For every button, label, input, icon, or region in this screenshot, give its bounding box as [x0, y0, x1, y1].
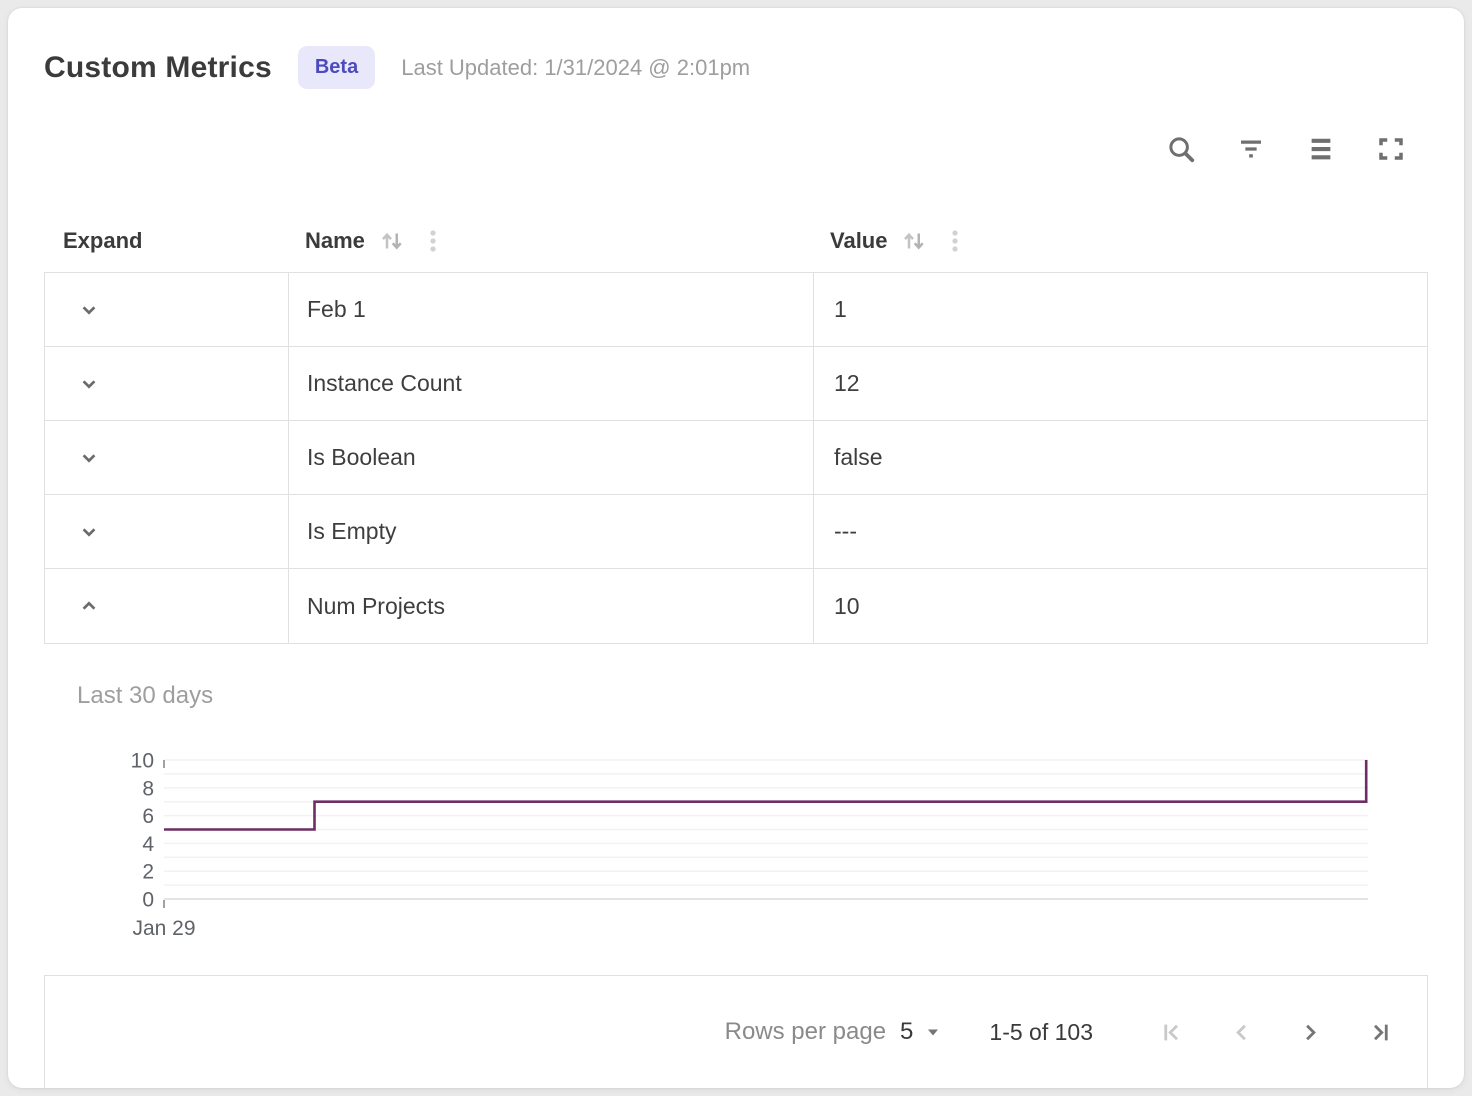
svg-text:8: 8: [142, 777, 154, 800]
chart-title: Last 30 days: [77, 682, 214, 709]
svg-text:10: 10: [131, 750, 154, 773]
sort-icon[interactable]: [377, 226, 407, 256]
caret-down-icon: [921, 1020, 945, 1044]
page-header: Custom Metrics Beta Last Updated: 1/31/2…: [44, 46, 750, 89]
table-row: Feb 1 1: [45, 273, 1427, 347]
column-header-name: Name: [287, 226, 812, 256]
table-toolbar: [1166, 134, 1406, 164]
table-row: Is Boolean false: [45, 421, 1427, 495]
svg-text:Jan 29: Jan 29: [132, 917, 195, 940]
first-page-icon[interactable]: [1159, 1019, 1186, 1046]
pagination-footer: Rows per page 5 1-5 of 103: [44, 975, 1428, 1088]
density-icon[interactable]: [1306, 134, 1336, 164]
fullscreen-icon[interactable]: [1376, 134, 1406, 164]
search-icon[interactable]: [1166, 134, 1196, 164]
svg-text:2: 2: [142, 861, 154, 884]
column-menu-kebab-icon[interactable]: [421, 226, 445, 256]
chevron-up-icon[interactable]: [76, 593, 102, 619]
metric-name-cell: Feb 1: [288, 273, 813, 346]
rows-per-page-select[interactable]: 5: [900, 1018, 945, 1046]
table-row: Instance Count 12: [45, 347, 1427, 421]
chevron-down-icon[interactable]: [76, 297, 102, 323]
metric-name-cell: Num Projects: [288, 569, 813, 643]
table-row-expanded: Num Projects 10: [45, 569, 1427, 643]
rows-per-page-value: 5: [900, 1018, 914, 1045]
filter-icon[interactable]: [1236, 134, 1266, 164]
table-header-row: Expand Name Value: [44, 210, 1428, 272]
svg-text:0: 0: [142, 889, 154, 912]
metric-value-cell: 12: [813, 347, 1427, 420]
chevron-down-icon[interactable]: [76, 519, 102, 545]
rows-per-page-label: Rows per page: [724, 1018, 887, 1045]
chevron-down-icon[interactable]: [76, 371, 102, 397]
svg-text:4: 4: [142, 833, 154, 856]
metric-history-chart: 0 2 4 6 8 10 Jan 29: [131, 750, 1368, 940]
column-menu-kebab-icon[interactable]: [943, 226, 967, 256]
beta-badge: Beta: [297, 46, 376, 89]
metric-name-cell: Is Empty: [288, 495, 813, 568]
metric-value-cell: 1: [813, 273, 1427, 346]
sort-icon[interactable]: [899, 226, 929, 256]
page-title: Custom Metrics: [44, 50, 272, 84]
column-header-expand: Expand: [63, 228, 143, 253]
column-header-value: Value: [812, 226, 1428, 256]
metric-name-cell: Instance Count: [288, 347, 813, 420]
metric-value-cell: false: [813, 421, 1427, 494]
custom-metrics-card: Custom Metrics Beta Last Updated: 1/31/2…: [8, 8, 1464, 1088]
svg-text:6: 6: [142, 805, 154, 828]
table-row: Is Empty ---: [45, 495, 1427, 569]
previous-page-icon[interactable]: [1228, 1019, 1255, 1046]
last-updated-text: Last Updated: 1/31/2024 @ 2:01pm: [401, 54, 751, 80]
pagination-range-label: 1-5 of 103: [989, 1018, 1093, 1045]
metrics-table: Feb 1 1 Instance Count 12 Is Boolean fal…: [44, 272, 1428, 644]
next-page-icon[interactable]: [1297, 1019, 1324, 1046]
metric-value-cell: 10: [813, 569, 1427, 643]
metric-value-cell: ---: [813, 495, 1427, 568]
chevron-down-icon[interactable]: [76, 445, 102, 471]
metric-name-cell: Is Boolean: [288, 421, 813, 494]
last-page-icon[interactable]: [1366, 1019, 1393, 1046]
pagination-nav: [1117, 1019, 1393, 1046]
